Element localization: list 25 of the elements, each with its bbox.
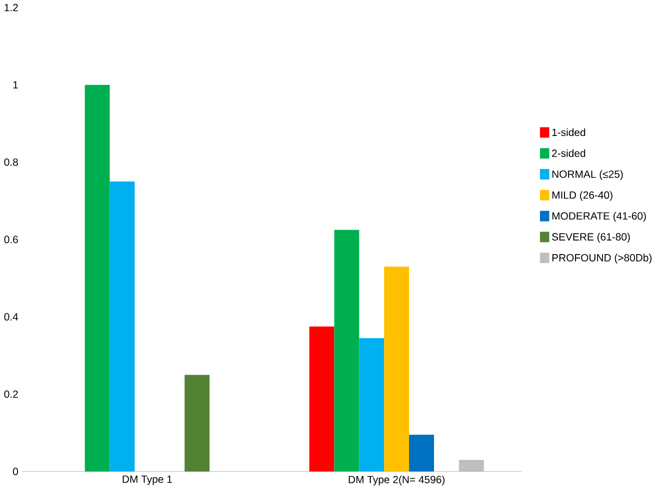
bar [84,84,110,472]
legend-label: 1-sided [552,128,586,136]
bar [110,181,135,472]
x-tick-label: DM Type 2(N= 4596) [348,476,445,486]
legend-label: 2-sided [552,149,586,157]
y-tick-label: 1.2 [4,4,18,12]
bar [334,230,360,472]
bar [409,434,434,472]
y-tick-label: 0.6 [4,236,18,244]
bar [309,326,334,472]
bar [384,266,410,472]
bar [359,338,384,472]
bar [184,374,210,472]
legend-label: MILD (26-40) [552,190,612,201]
legend-label: NORMAL (≤25) [552,170,623,180]
y-tick-label: 1 [13,81,18,88]
legend-label: PROFOUND (>80Db) [552,254,652,264]
y-tick-label: 0.4 [4,313,18,320]
legend-label: SEVERE (61-80) [552,232,630,243]
y-tick-label: 0.8 [4,158,18,166]
y-tick-label: 0.2 [4,390,18,398]
x-tick-label: DM Type 1 [122,476,172,485]
y-tick-label: 0 [12,468,18,476]
legend-label: MODERATE (41-60) [552,212,646,222]
bar [458,460,484,472]
